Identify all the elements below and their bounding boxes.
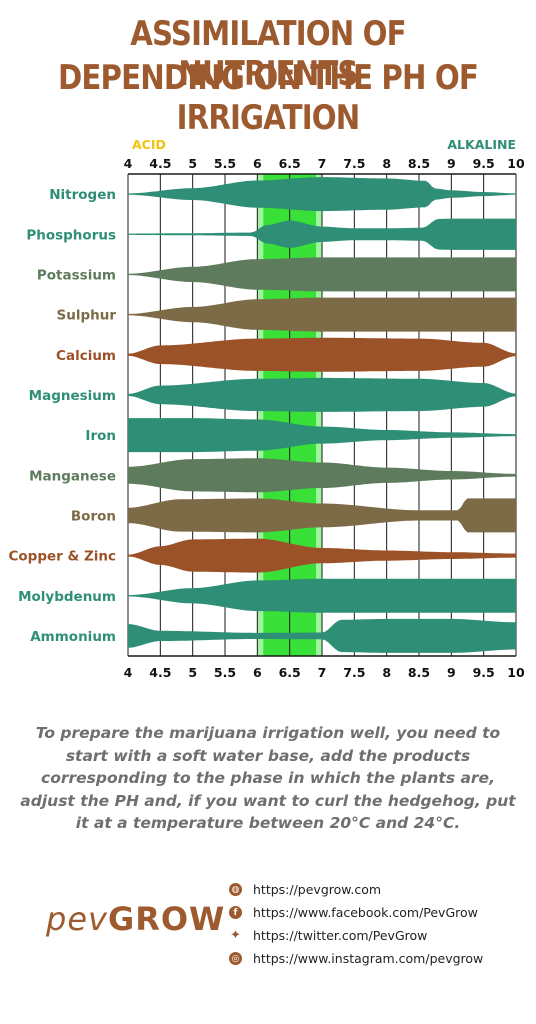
band-manganese	[128, 458, 516, 493]
label-phosphorus: Phosphorus	[26, 227, 116, 243]
label-calcium: Calcium	[56, 348, 116, 364]
title-line-1: ASSIMILATION OF NUTRIENTS	[130, 14, 406, 94]
tick-label-top: 4	[124, 156, 133, 171]
tick-label-bottom: 5.5	[214, 665, 236, 680]
facebook-icon: f	[229, 906, 242, 919]
tick-label-top: 5	[188, 156, 197, 171]
globe-icon: ◍	[229, 883, 242, 896]
band-boron	[128, 498, 516, 533]
link-twitter[interactable]: ✦ https://twitter.com/PevGrow	[229, 924, 483, 947]
band-ammonium	[128, 618, 516, 653]
tick-label-bottom: 6	[253, 665, 262, 680]
label-boron: Boron	[71, 508, 116, 524]
label-molybdenum: Molybdenum	[18, 589, 116, 605]
label-sulphur: Sulphur	[56, 308, 116, 324]
pevgrow-logo: pevGROW	[46, 900, 225, 938]
tick-label-bottom: 4.5	[149, 665, 171, 680]
band-calcium	[128, 337, 516, 372]
tick-label-top: 9.5	[473, 156, 495, 171]
band-potassium	[128, 257, 516, 292]
instagram-icon: ◎	[229, 952, 242, 965]
link-website-text[interactable]: https://pevgrow.com	[253, 882, 382, 897]
label-ammonium: Ammonium	[30, 629, 116, 645]
band-iron	[128, 418, 516, 453]
logo-part-2: GROW	[107, 900, 226, 938]
tick-label-top: 7.5	[343, 156, 365, 171]
tick-label-top: 6	[253, 156, 262, 171]
link-facebook-text[interactable]: https://www.facebook.com/PevGrow	[253, 905, 478, 920]
band-phosphorus	[128, 218, 516, 250]
link-twitter-text[interactable]: https://twitter.com/PevGrow	[253, 928, 428, 943]
tick-label-bottom: 8	[382, 665, 391, 680]
tick-label-top: 4.5	[149, 156, 171, 171]
band-sulphur	[128, 297, 516, 332]
logo-part-1: pev	[46, 900, 108, 938]
label-manganese: Manganese	[29, 468, 116, 484]
nutrient-chart: 4 4 4.5 4.5 5 5 5.5 5.5 6 6 6.5 6.5 7 7 7.5 7.5 8 8 8.5 8.5…	[8, 137, 525, 680]
tick-label-top: 5.5	[214, 156, 236, 171]
band-nitrogen	[128, 177, 516, 212]
tick-label-bottom: 9	[447, 665, 456, 680]
tick-label-top: 8.5	[408, 156, 430, 171]
tick-label-bottom: 8.5	[408, 665, 430, 680]
twitter-icon: ✦	[230, 928, 241, 943]
band-molybdenum	[128, 578, 516, 613]
label-magnesium: Magnesium	[29, 388, 116, 404]
tick-label-bottom: 7.5	[343, 665, 365, 680]
link-instagram-text[interactable]: https://www.instagram.com/pevgrow	[253, 951, 484, 966]
title-line-2: DEPENDING ON THE PH OF IRRIGATION	[57, 58, 479, 138]
label-copper-zinc: Copper & Zinc	[8, 549, 116, 565]
link-instagram[interactable]: ◎ https://www.instagram.com/pevgrow	[229, 947, 483, 970]
irrigation-note: To prepare the marijuana irrigation well…	[20, 724, 516, 832]
label-nitrogen: Nitrogen	[49, 187, 116, 203]
tick-label-bottom: 4	[124, 665, 133, 680]
social-links: ◍ https://pevgrow.com f https://www.face…	[229, 878, 483, 970]
tick-label-bottom: 7	[318, 665, 327, 680]
tick-label-bottom: 6.5	[279, 665, 301, 680]
tick-label-top: 7	[318, 156, 327, 171]
tick-label-top: 6.5	[279, 156, 301, 171]
label-potassium: Potassium	[37, 267, 116, 283]
link-facebook[interactable]: f https://www.facebook.com/PevGrow	[229, 901, 483, 924]
tick-label-bottom: 5	[188, 665, 197, 680]
label-iron: Iron	[85, 428, 116, 444]
tick-label-bottom: 9.5	[473, 665, 495, 680]
tick-label-top: 9	[447, 156, 456, 171]
tick-label-top: 8	[382, 156, 391, 171]
link-website[interactable]: ◍ https://pevgrow.com	[229, 878, 483, 901]
tick-label-bottom: 10	[507, 665, 525, 680]
acid-label: ACID	[132, 137, 166, 152]
tick-label-top: 10	[507, 156, 525, 171]
band-magnesium	[128, 377, 516, 412]
band-copper-zinc	[128, 538, 516, 573]
alkaline-label: ALKALINE	[447, 137, 516, 152]
